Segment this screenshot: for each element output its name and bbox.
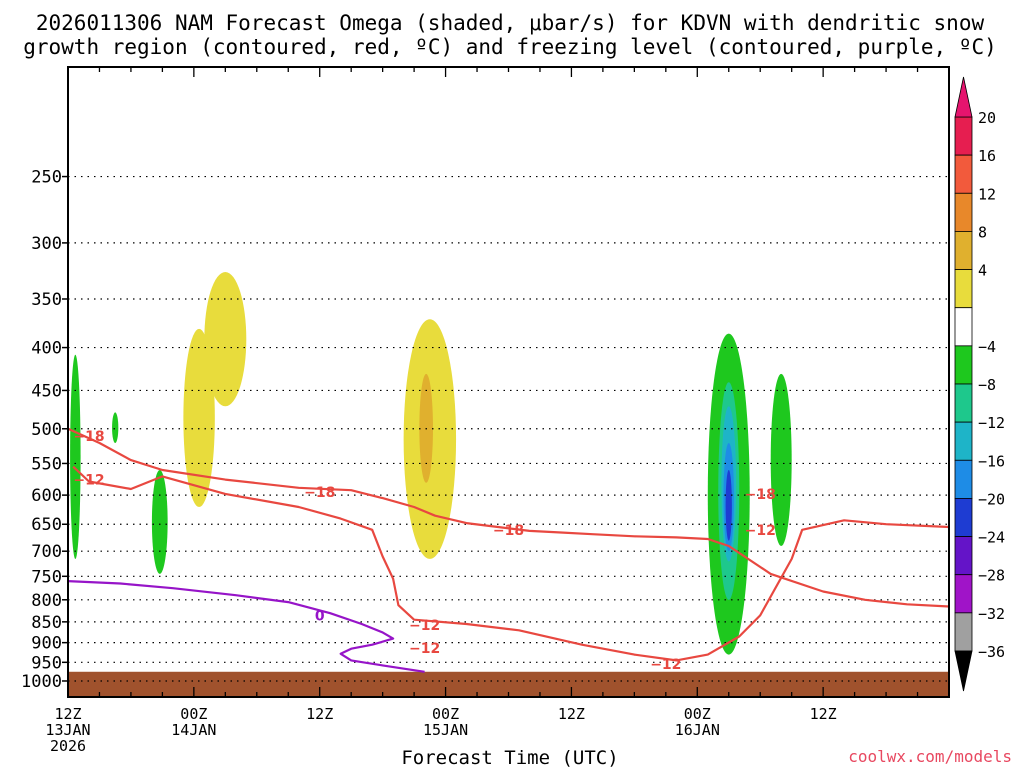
colorbar: 20 16 12 8 4 −4 −8 −12 −16 −20 −24 −28 −32 −36 <box>954 76 1005 692</box>
contours: −12 −12 −12 −12 −12 −18 −18 −18 −18 0 <box>67 427 950 673</box>
y-tick-label-700: 700 <box>31 542 62 562</box>
colorbar-segment-0 <box>954 116 973 156</box>
colorbar-segment-13 <box>954 612 973 652</box>
contour-label-freezing_level-0: 0 <box>315 608 325 624</box>
contour-label-dgz_minus18-1: −18 <box>304 485 335 501</box>
y-tick-label-600: 600 <box>31 486 62 506</box>
y-axis: 2503003504004505005506006507007508008509… <box>21 168 68 692</box>
colorbar-label-3: 8 <box>978 223 987 241</box>
y-tick-label-650: 650 <box>31 515 62 535</box>
x-tick-label-6-l2: 13JAN <box>45 721 90 739</box>
colorbar-segment-10 <box>954 498 973 537</box>
chart-title-line-2: growth region (contoured, red, ºC) and f… <box>23 35 997 59</box>
colorbar-segment-4 <box>954 269 973 309</box>
x-tick-label-66-l2: 16JAN <box>675 721 720 739</box>
x-axis-label: Forecast Time (UTC) <box>401 747 618 768</box>
omega-shading <box>70 272 792 655</box>
colorbar-label-11: −28 <box>978 567 1005 585</box>
y-tick-label-300: 300 <box>31 234 62 254</box>
contour-label-dgz_minus18-0: −18 <box>73 429 104 445</box>
x-tick-label-30-l1: 12Z <box>306 705 333 723</box>
omega-region-3 <box>204 272 247 407</box>
colorbar-label-0: 20 <box>978 109 996 127</box>
x-tick-label-66-l1: 00Z <box>684 705 711 723</box>
contour-dgz_minus18 <box>67 427 950 608</box>
omega-region-2 <box>151 470 168 574</box>
x-tick-label-18-l1: 00Z <box>180 705 207 723</box>
contour-label-dgz_minus12-0: −12 <box>73 473 104 489</box>
colorbar-label-9: −20 <box>978 490 1005 508</box>
colorbar-segment-7 <box>954 383 973 423</box>
colorbar-segment-12 <box>954 574 973 614</box>
colorbar-top-arrow <box>954 76 973 118</box>
contour-label-dgz_minus12-4: −12 <box>745 523 776 539</box>
contour-freezing_level <box>67 580 425 673</box>
omega-region-4 <box>183 328 215 508</box>
x-tick-label-6-l1: 12Z <box>54 705 81 723</box>
y-tick-label-250: 250 <box>31 168 62 188</box>
y-tick-label-1000: 1000 <box>21 672 62 692</box>
y-tick-label-850: 850 <box>31 613 62 633</box>
omega-region-11 <box>725 470 732 541</box>
y-tick-label-550: 550 <box>31 454 62 474</box>
contour-label-dgz_minus12-3: −12 <box>650 657 681 673</box>
colorbar-label-10: −24 <box>978 529 1005 547</box>
colorbar-label-2: 12 <box>978 185 996 203</box>
x-tick-label-54-l1: 12Z <box>558 705 585 723</box>
x-tick-label-42-l1: 00Z <box>432 705 459 723</box>
contour-label-dgz_minus12-2: −12 <box>409 641 440 657</box>
y-tick-label-900: 900 <box>31 634 62 654</box>
colorbar-segment-11 <box>954 536 973 576</box>
colorbar-label-4: 4 <box>978 262 987 280</box>
colorbar-segment-3 <box>954 231 973 270</box>
colorbar-bottom-arrow <box>954 650 973 692</box>
omega-region-1 <box>112 412 119 444</box>
x-tick-label-6-l3: 2026 <box>50 737 86 755</box>
colorbar-label-8: −16 <box>978 452 1005 470</box>
y-tick-label-800: 800 <box>31 591 62 611</box>
x-tick-label-42-l2: 15JAN <box>423 721 468 739</box>
contour-label-dgz_minus18-3: −18 <box>745 487 776 503</box>
colorbar-label-6: −8 <box>978 376 996 394</box>
y-tick-label-950: 950 <box>31 653 62 673</box>
colorbar-segment-6 <box>954 345 973 385</box>
y-tick-label-500: 500 <box>31 420 62 440</box>
y-tick-label-350: 350 <box>31 290 62 310</box>
contour-label-dgz_minus18-2: −18 <box>493 523 524 539</box>
x-tick-label-18-l2: 14JAN <box>171 721 216 739</box>
colorbar-segment-8 <box>954 421 973 461</box>
omega-region-0 <box>70 354 81 559</box>
y-tick-label-400: 400 <box>31 339 62 359</box>
colorbar-label-7: −12 <box>978 414 1005 432</box>
colorbar-label-12: −32 <box>978 605 1005 623</box>
colorbar-label-1: 16 <box>978 147 996 165</box>
colorbar-segment-5 <box>954 307 973 347</box>
colorbar-segment-1 <box>954 154 973 194</box>
y-tick-label-450: 450 <box>31 381 62 401</box>
contour-dgz_minus12 <box>72 465 950 662</box>
contour-label-dgz_minus12-1: −12 <box>409 618 440 634</box>
omega-region-12 <box>770 373 792 546</box>
x-tick-label-78-l1: 12Z <box>810 705 837 723</box>
y-tick-label-750: 750 <box>31 567 62 587</box>
colorbar-label-5: −4 <box>978 338 996 356</box>
colorbar-label-13: −36 <box>978 643 1005 661</box>
colorbar-segment-9 <box>954 459 973 499</box>
colorbar-segment-2 <box>954 192 973 232</box>
chart-title-line-1: 2026011306 NAM Forecast Omega (shaded, μ… <box>36 11 985 35</box>
watermark-link[interactable]: coolwx.com/models <box>848 747 1012 766</box>
